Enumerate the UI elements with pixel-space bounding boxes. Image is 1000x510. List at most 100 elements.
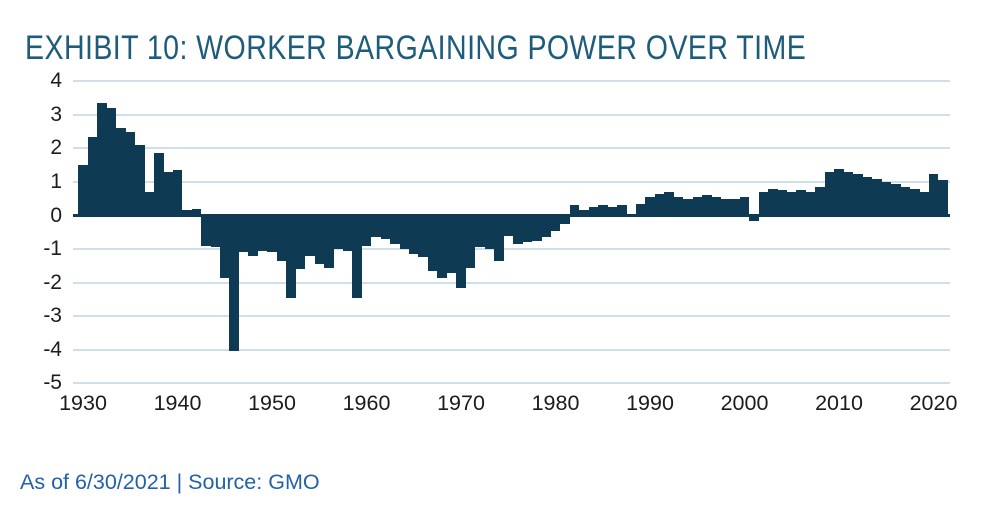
gridline (73, 147, 950, 150)
y-tick-label: 4 (50, 69, 62, 93)
bar-1942 (191, 208, 202, 216)
x-tick-label: 1980 (531, 391, 580, 415)
bar-1974 (494, 215, 504, 261)
bar-2002 (758, 192, 769, 216)
bar-1983 (579, 210, 589, 216)
x-tick-label: 2000 (720, 391, 769, 415)
bar-1944 (210, 215, 221, 248)
y-tick-label: -5 (43, 371, 62, 395)
bar-2012 (853, 173, 863, 216)
bar-1959 (352, 215, 362, 298)
bar-2003 (768, 188, 778, 216)
bar-1941 (182, 210, 192, 216)
bar-1952 (286, 215, 296, 298)
bar-1994 (683, 198, 693, 216)
x-tick-label: 1930 (59, 391, 107, 415)
bar-1937 (144, 192, 155, 216)
bar-1943 (201, 215, 211, 246)
gridline (73, 348, 950, 351)
bar-1997 (711, 197, 722, 216)
bar-2006 (796, 190, 807, 216)
bar-1967 (427, 215, 438, 271)
bar-1963 (390, 215, 400, 245)
bar-1971 (465, 215, 476, 268)
bar-2013 (862, 176, 873, 216)
gridline (73, 315, 950, 318)
bar-1961 (371, 215, 381, 238)
source-note: As of 6/30/2021 | Source: GMO (20, 470, 320, 494)
bar-2007 (805, 192, 816, 216)
bar-1949 (257, 215, 268, 251)
gridline (73, 113, 950, 116)
bar-1933 (106, 108, 117, 216)
gridline (73, 281, 950, 284)
bar-2014 (872, 178, 882, 216)
bar-1940 (172, 170, 183, 216)
bar-1999 (730, 198, 740, 216)
bar-1998 (720, 198, 731, 216)
bar-2005 (787, 192, 797, 216)
gridline (73, 382, 950, 385)
y-tick-label: 1 (50, 169, 62, 193)
gridline (73, 80, 950, 83)
bar-1954 (305, 215, 315, 256)
plot-area (73, 80, 950, 385)
bar-1985 (598, 205, 608, 216)
y-tick-label: -4 (43, 337, 62, 361)
bar-chart: 4 3 2 1 0 -1 -2 -3 -4 -5 1930 1940 1950 1960 1970 1980… (43, 69, 973, 420)
bar-2004 (777, 190, 788, 216)
x-tick-label: 1960 (342, 391, 391, 415)
bar-1972 (475, 215, 485, 248)
bar-1981 (560, 215, 570, 224)
bar-1980 (550, 215, 561, 231)
bar-1948 (248, 215, 259, 256)
bar-1977 (522, 215, 533, 243)
bar-1938 (153, 153, 164, 216)
bar-1946 (229, 215, 240, 352)
bar-1958 (342, 215, 353, 251)
x-tick-label: 1940 (153, 391, 202, 415)
bar-2018 (909, 188, 920, 216)
bar-1978 (531, 215, 542, 241)
bar-1982 (569, 205, 580, 216)
bar-1955 (314, 215, 325, 265)
bar-2010 (834, 168, 844, 216)
gridline (73, 180, 950, 183)
gridline (73, 248, 950, 251)
bar-1969 (446, 215, 457, 273)
bar-1968 (437, 215, 448, 278)
y-tick-label: 0 (50, 203, 62, 227)
bar-1939 (163, 171, 173, 216)
bar-1995 (692, 197, 703, 216)
bar-2021 (938, 180, 948, 216)
bar-1956 (323, 215, 334, 268)
bar-2015 (881, 181, 892, 216)
bar-1964 (399, 215, 410, 250)
bar-1991 (654, 193, 665, 216)
bar-1965 (409, 215, 419, 255)
bar-1990 (645, 197, 655, 216)
bar-1953 (295, 215, 306, 270)
bar-1951 (276, 215, 287, 261)
bar-1973 (484, 215, 495, 250)
x-axis: 1930 1940 1950 1960 1970 1980 1990 2000 2010 2020 (59, 390, 973, 420)
bar-2001 (749, 215, 759, 221)
bar-1935 (125, 131, 136, 216)
bar-1931 (87, 136, 98, 216)
bar-1932 (97, 103, 107, 216)
bar-1992 (664, 192, 674, 216)
bar-1957 (333, 215, 344, 250)
bar-2020 (928, 173, 939, 216)
bar-2019 (919, 192, 929, 216)
zero-axis-line (73, 214, 950, 217)
bar-2017 (900, 186, 911, 216)
x-tick-label: 1990 (626, 391, 674, 415)
bar-1945 (220, 215, 230, 278)
bar-2011 (843, 171, 854, 216)
x-tick-label: 2010 (815, 391, 863, 415)
y-tick-label: 2 (50, 136, 62, 160)
bar-1934 (116, 128, 126, 216)
bar-2016 (890, 183, 901, 216)
x-tick-label: 1970 (437, 391, 485, 415)
bar-1993 (673, 197, 684, 216)
